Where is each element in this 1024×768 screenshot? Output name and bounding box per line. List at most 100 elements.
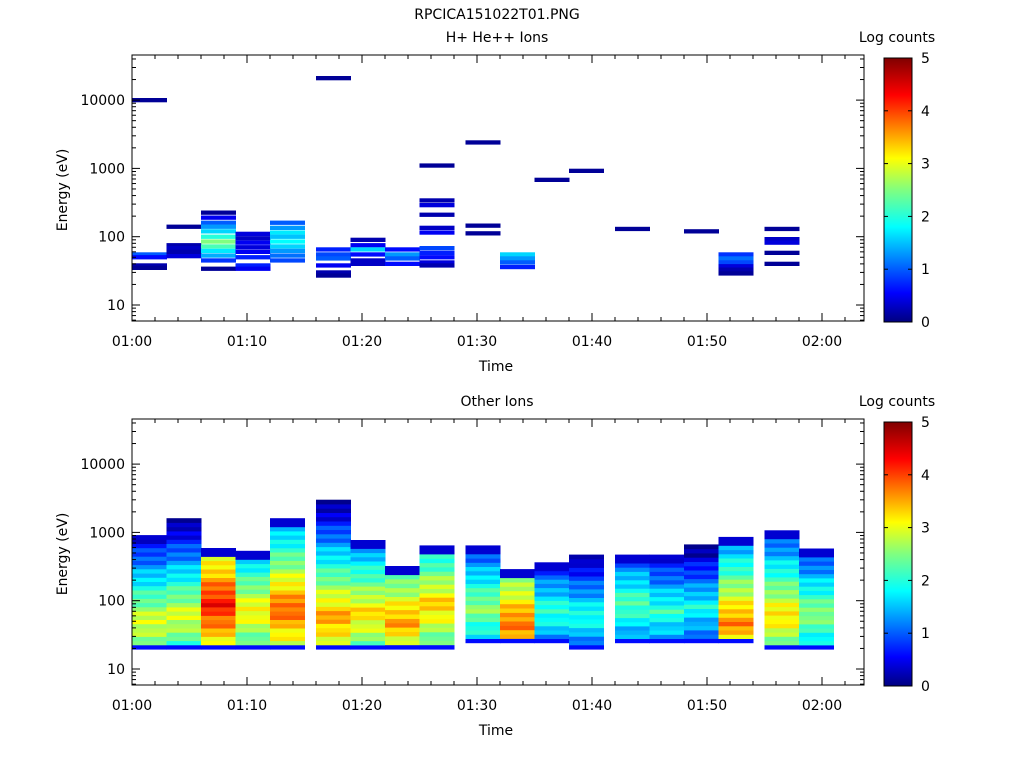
- heatmap-cell: [465, 638, 501, 644]
- heatmap-cell: [649, 567, 685, 572]
- heatmap-cell: [385, 644, 420, 650]
- heatmap-cell: [201, 234, 236, 239]
- heatmap-cell: [132, 636, 167, 642]
- heatmap-cell: [764, 585, 800, 591]
- heatmap-cell: [465, 140, 501, 145]
- heatmap-cell: [419, 545, 455, 551]
- heatmap-cell: [534, 566, 570, 572]
- heatmap-cell: [718, 617, 754, 622]
- heatmap-cell: [764, 226, 800, 232]
- heatmap-cell: [799, 548, 834, 554]
- heatmap-cell: [270, 611, 305, 616]
- heatmap-cell: [316, 529, 351, 535]
- heatmap-cell: [534, 177, 570, 182]
- heatmap-cell: [166, 594, 202, 599]
- heatmap-cell: [718, 587, 754, 593]
- heatmap-cell: [132, 581, 167, 587]
- heatmap-cell: [350, 619, 386, 625]
- heatmap-cell: [419, 263, 455, 268]
- heatmap-cells: [132, 499, 834, 650]
- heatmap-cell: [201, 552, 236, 557]
- heatmap-cell: [718, 562, 754, 567]
- heatmap-cell: [166, 577, 202, 582]
- heatmap-cell: [166, 535, 202, 540]
- heatmap-cell: [235, 640, 271, 646]
- heatmap-cell: [764, 240, 800, 245]
- heatmap-cell: [132, 611, 167, 616]
- heatmap-cell: [419, 549, 455, 555]
- heatmap-cell: [799, 603, 834, 608]
- heatmap-cell: [316, 610, 351, 616]
- heatmap-cell: [465, 634, 501, 639]
- heatmap-cell: [201, 560, 236, 566]
- heatmap-cell: [132, 556, 167, 561]
- heatmap-cell: [235, 245, 271, 250]
- heatmap-cell: [316, 508, 351, 513]
- heatmap-cell: [649, 605, 685, 610]
- heatmap-cell: [764, 261, 800, 266]
- heatmap-cell: [799, 561, 834, 566]
- heatmap-cell: [201, 594, 236, 599]
- heatmap-cell: [385, 261, 420, 266]
- heatmap-cell: [684, 608, 719, 614]
- heatmap-cell: [270, 632, 305, 637]
- heatmap-cell: [385, 618, 420, 624]
- heatmap-cell: [569, 619, 604, 624]
- heatmap-cell: [385, 570, 420, 576]
- heatmap-cell: [615, 596, 650, 602]
- heatmap-cell: [316, 559, 351, 565]
- heatmap-cell: [465, 545, 501, 551]
- heatmap-cell: [201, 581, 236, 587]
- heatmap-cell: [684, 548, 719, 554]
- heatmap-cell: [534, 579, 570, 584]
- heatmap-cell: [718, 271, 754, 276]
- heatmap-cell: [465, 621, 501, 627]
- x-tick-label: 01:00: [112, 334, 152, 350]
- heatmap-cell: [649, 584, 685, 589]
- heatmap-cell: [166, 581, 202, 587]
- heatmap-cell: [500, 569, 535, 574]
- heatmap-cell: [350, 573, 386, 579]
- heatmap-cell: [718, 625, 754, 631]
- heatmap-cell: [649, 625, 685, 631]
- heatmap-cell: [419, 225, 455, 230]
- heatmap-cell: [764, 530, 800, 535]
- heatmap-cell: [649, 571, 685, 577]
- heatmap-cell: [270, 564, 305, 570]
- heatmap-cell: [500, 638, 535, 644]
- heatmap-cell: [201, 644, 236, 650]
- heatmap-cell: [465, 579, 501, 584]
- heatmap-cell: [316, 644, 351, 650]
- y-axis: 10 100 1000 10000: [80, 422, 864, 685]
- heatmap-cell: [270, 530, 305, 536]
- x-tick-label: 01:30: [457, 334, 497, 350]
- heatmap-cell: [235, 632, 271, 637]
- heatmap-cell: [350, 552, 386, 558]
- heatmap-cell: [235, 255, 271, 260]
- heatmap-cell: [419, 580, 455, 585]
- heatmap-cell: [166, 644, 202, 650]
- heatmap-cell: [649, 554, 685, 560]
- heatmap-cell: [799, 582, 834, 587]
- heatmap-cell: [569, 558, 604, 564]
- heatmap-cell: [649, 579, 685, 585]
- heatmap-cell: [465, 617, 501, 623]
- heatmap-cell: [316, 627, 351, 633]
- y-axis-label: Energy (eV): [55, 149, 71, 232]
- heatmap-cell: [350, 577, 386, 583]
- heatmap-cell: [270, 640, 305, 646]
- heatmap-cell: [465, 625, 501, 631]
- heatmap-cell: [569, 606, 604, 611]
- heatmap-cell: [316, 247, 351, 252]
- heatmap-cell: [799, 569, 834, 575]
- heatmap-cell: [419, 588, 455, 594]
- heatmap-cell: [350, 243, 386, 248]
- colorbar-tick-label: 3: [921, 521, 930, 537]
- heatmap-cell: [316, 76, 351, 81]
- heatmap-cell: [569, 563, 604, 568]
- heatmap-cell: [350, 611, 386, 616]
- heatmap-cell: [569, 168, 604, 173]
- heatmap-cell: [270, 623, 305, 629]
- heatmap-cell: [465, 558, 501, 563]
- heatmap-cell: [569, 567, 604, 573]
